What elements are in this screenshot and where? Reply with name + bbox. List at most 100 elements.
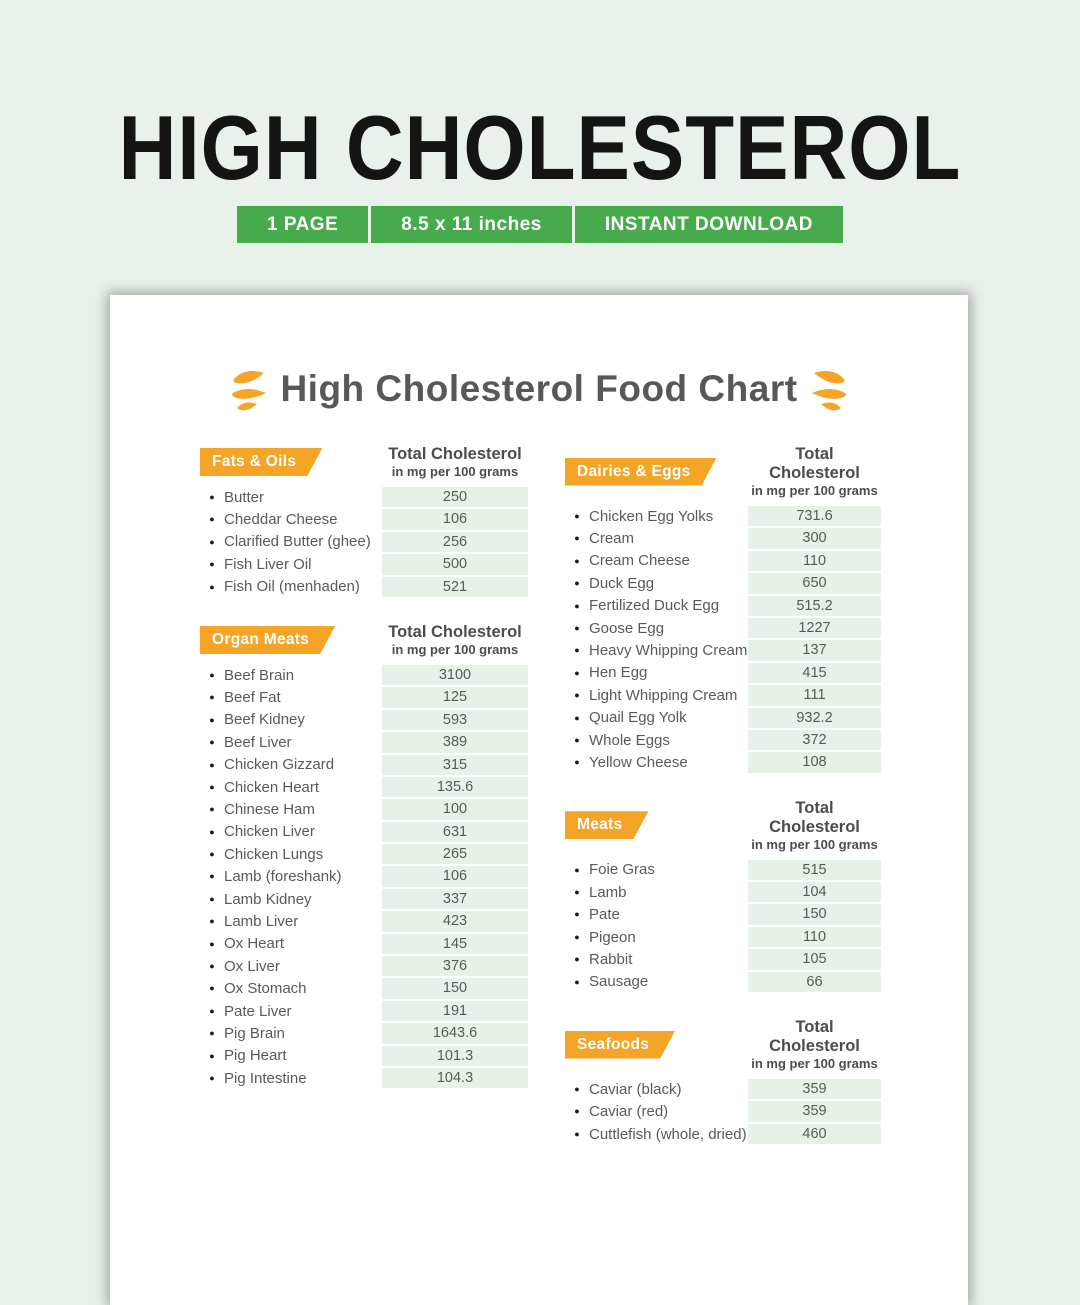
- food-value: 101.3: [382, 1045, 528, 1066]
- bullet-icon: ●: [209, 1005, 215, 1016]
- food-value: 265: [382, 844, 528, 865]
- section-banner: Organ Meats: [200, 626, 335, 654]
- food-row: ● Lamb Liver 423: [200, 911, 528, 932]
- bullet-icon: ●: [574, 622, 580, 633]
- food-label: Pigeon: [589, 928, 636, 946]
- food-label: Beef Kidney: [224, 711, 305, 729]
- badge: 1 PAGE: [236, 206, 369, 243]
- bullet-icon: ●: [574, 1106, 580, 1117]
- food-label: Chicken Lungs: [224, 845, 324, 863]
- food-label: Quail Egg Yolk: [589, 709, 687, 727]
- food-label: Pig Intestine: [224, 1069, 307, 1087]
- bullet-icon: ●: [209, 514, 215, 525]
- food-value: 415: [748, 662, 881, 684]
- food-label: Chicken Egg Yolks: [589, 507, 714, 525]
- food-label: Heavy Whipping Cream: [589, 642, 748, 660]
- bullet-icon: ●: [574, 734, 580, 745]
- bullet-icon: ●: [574, 887, 580, 898]
- bullet-icon: ●: [574, 555, 580, 566]
- bullet-icon: ●: [209, 1072, 215, 1083]
- food-label: Ox Heart: [224, 935, 285, 953]
- food-value: 1227: [748, 617, 881, 639]
- food-value: 135.6: [382, 776, 528, 798]
- splash-icon-left: [230, 366, 268, 412]
- value-header-line1: Total Cholesterol: [769, 798, 860, 836]
- food-label: Pate Liver: [224, 1002, 292, 1020]
- food-row: ● Chicken Heart 135.6: [200, 776, 528, 798]
- badge-bar: 1 PAGE 8.5 x 11 inches INSTANT DOWNLOAD: [0, 206, 1080, 243]
- food-row: ● Butter 250: [200, 487, 528, 508]
- value-header-line1: Total Cholesterol: [769, 445, 860, 482]
- food-label: Cheddar Cheese: [224, 511, 338, 529]
- bullet-icon: ●: [209, 737, 215, 748]
- food-row: ● Duck Egg 650: [565, 573, 881, 594]
- food-value: 515.2: [748, 595, 881, 616]
- food-label: Chicken Liver: [224, 823, 315, 841]
- food-value: 150: [748, 904, 881, 925]
- value-header-line2: in mg per 100 grams: [391, 464, 519, 479]
- food-value: 593: [382, 709, 528, 731]
- bullet-icon: ●: [209, 826, 215, 837]
- bullet-icon: ●: [209, 536, 215, 547]
- bullet-icon: ●: [574, 976, 580, 987]
- food-label: Foie Gras: [589, 861, 655, 879]
- food-label: Ox Liver: [224, 957, 280, 975]
- food-row: ● Whole Eggs 372: [565, 729, 881, 751]
- food-value: 250: [382, 487, 528, 508]
- food-value: 515: [748, 859, 881, 881]
- bullet-icon: ●: [209, 916, 215, 927]
- food-value: 359: [748, 1079, 881, 1100]
- food-label: Fertilized Duck Egg: [589, 597, 720, 615]
- food-row: ● Chicken Egg Yolks 731.6: [565, 506, 881, 527]
- section-banner: Dairies & Eggs: [565, 458, 717, 486]
- doc-title-row: High Cholesterol Food Chart: [110, 365, 968, 413]
- food-row: ● Yellow Cheese 108: [565, 752, 881, 773]
- food-row: ● Clarified Butter (ghee) 256: [200, 531, 528, 553]
- food-row: ● Lamb 104: [565, 882, 881, 903]
- bullet-icon: ●: [574, 757, 580, 768]
- table-columns: Fats & Oils Total Cholesterol in mg per 10…: [110, 413, 968, 1146]
- food-label: Lamb Kidney: [224, 890, 312, 908]
- food-row: ● Sausage 66: [565, 971, 881, 993]
- bullet-icon: ●: [209, 961, 215, 972]
- food-row: ● Fish Liver Oil 500: [200, 554, 528, 575]
- bullet-icon: ●: [209, 669, 215, 680]
- food-value: 300: [748, 528, 881, 549]
- bullet-icon: ●: [574, 954, 580, 965]
- food-label: Lamb Liver: [224, 912, 299, 930]
- food-value: 125: [382, 687, 528, 708]
- bullet-icon: ●: [209, 983, 215, 994]
- bullet-icon: ●: [574, 690, 580, 701]
- food-value: 650: [748, 573, 881, 594]
- food-row: ● Cuttlefish (whole, dried) 460: [565, 1123, 881, 1145]
- bullet-icon: ●: [574, 578, 580, 589]
- food-label: Pig Brain: [224, 1024, 285, 1042]
- food-row: ● Pig Intestine 104.3: [200, 1067, 528, 1089]
- bullet-icon: ●: [209, 559, 215, 570]
- splash-icon-right: [810, 366, 848, 412]
- food-value: 423: [382, 911, 528, 932]
- food-row: ● Quail Egg Yolk 932.2: [565, 707, 881, 728]
- food-value: 631: [382, 821, 528, 843]
- food-row: ● Beef Kidney 593: [200, 709, 528, 731]
- food-label: Goose Egg: [589, 619, 665, 637]
- food-row: ● Beef Liver 389: [200, 732, 528, 753]
- food-label: Chicken Gizzard: [224, 756, 335, 774]
- bullet-icon: ●: [574, 645, 580, 656]
- food-value: 359: [748, 1101, 881, 1122]
- food-value: 110: [748, 550, 881, 572]
- food-value: 372: [748, 729, 881, 751]
- product-image: { "header": { "title": "HIGH CHOLESTEROL…: [0, 96, 1080, 1305]
- food-value: 66: [748, 971, 881, 993]
- food-value: 137: [748, 640, 881, 661]
- food-label: Ox Stomach: [224, 980, 307, 998]
- food-label: Caviar (black): [589, 1080, 682, 1098]
- food-label: Cream: [589, 530, 635, 548]
- food-label: Pig Heart: [224, 1047, 287, 1065]
- food-value: 110: [748, 926, 881, 948]
- value-header-line1: Total Cholesterol: [388, 622, 522, 641]
- food-row: ● Pigeon 110: [565, 926, 881, 948]
- value-header-line2: in mg per 100 grams: [751, 1056, 878, 1072]
- bullet-icon: ●: [209, 1050, 215, 1061]
- food-row: ● Rabbit 105: [565, 949, 881, 970]
